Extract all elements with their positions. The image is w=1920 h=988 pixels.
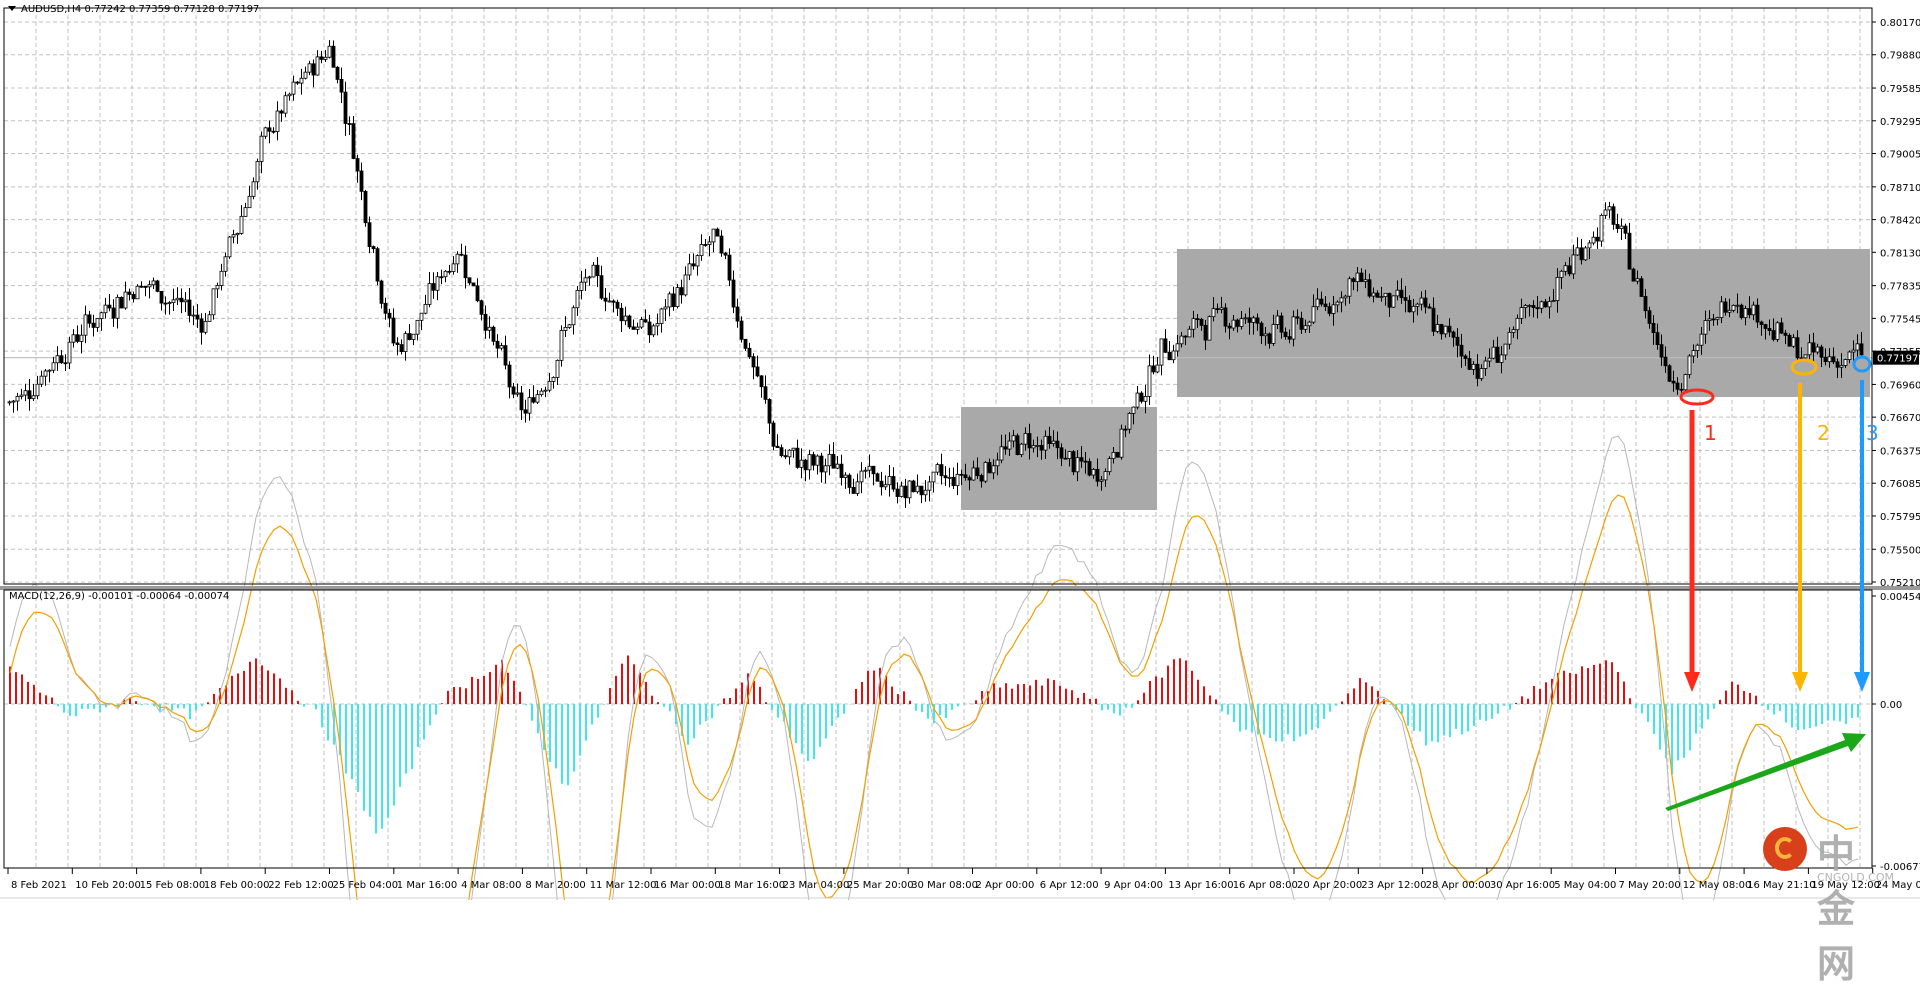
svg-text:20 Apr 20:00: 20 Apr 20:00	[1297, 880, 1362, 891]
svg-text:16 Mar 00:00: 16 Mar 00:00	[654, 880, 721, 891]
svg-text:5 May 04:00: 5 May 04:00	[1554, 880, 1616, 891]
svg-text:1 Mar 16:00: 1 Mar 16:00	[397, 880, 457, 891]
cngold-logo-icon	[1763, 827, 1807, 871]
svg-text:13 Apr 16:00: 13 Apr 16:00	[1168, 880, 1233, 891]
svg-text:0.75795: 0.75795	[1880, 512, 1920, 523]
svg-text:7 May 20:00: 7 May 20:00	[1619, 880, 1681, 891]
svg-text:0.00: 0.00	[1880, 700, 1902, 711]
svg-text:9 Apr 04:00: 9 Apr 04:00	[1104, 880, 1163, 891]
svg-text:0.77545: 0.77545	[1880, 314, 1920, 325]
svg-text:0.75500: 0.75500	[1880, 545, 1920, 556]
candlesticks	[7, 40, 1864, 508]
svg-text:0.79880: 0.79880	[1880, 51, 1920, 62]
svg-text:30 Mar 08:00: 30 Mar 08:00	[911, 880, 978, 891]
svg-text:4 Mar 08:00: 4 Mar 08:00	[461, 880, 521, 891]
svg-text:8 Mar 20:00: 8 Mar 20:00	[525, 880, 585, 891]
svg-text:15 Feb 08:00: 15 Feb 08:00	[140, 880, 206, 891]
symbol-ohlc-label: AUDUSD,H4 0.77242 0.77359 0.77128 0.7719…	[21, 4, 260, 15]
svg-text:24 May 00:00: 24 May 00:00	[1876, 880, 1920, 891]
svg-text:3: 3	[1866, 421, 1879, 445]
svg-text:0.80170: 0.80170	[1880, 18, 1920, 29]
svg-text:12 May 08:00: 12 May 08:00	[1683, 880, 1752, 891]
macd-indicator	[9, 435, 1859, 900]
svg-text:30 Apr 16:00: 30 Apr 16:00	[1490, 880, 1555, 891]
svg-text:23 Mar 04:00: 23 Mar 04:00	[783, 880, 850, 891]
chart-title: AUDUSD,H4 0.77242 0.77359 0.77128 0.7719…	[8, 4, 259, 15]
svg-text:0.76375: 0.76375	[1880, 446, 1920, 457]
price-axis: 0.80170 0.79880 0.79585 0.79295 0.79005 0.787…	[1872, 18, 1920, 873]
svg-text:11 Mar 12:00: 11 Mar 12:00	[590, 880, 657, 891]
dropdown-triangle-icon[interactable]	[8, 6, 16, 11]
svg-text:22 Feb 12:00: 22 Feb 12:00	[268, 880, 334, 891]
svg-text:18 Mar 16:00: 18 Mar 16:00	[718, 880, 785, 891]
svg-text:16 May 21:10: 16 May 21:10	[1747, 880, 1816, 891]
svg-text:28 Apr 00:00: 28 Apr 00:00	[1426, 880, 1491, 891]
svg-text:8 Feb 2021: 8 Feb 2021	[11, 880, 67, 891]
svg-text:0.79585: 0.79585	[1880, 84, 1920, 95]
svg-text:25 Mar 20:00: 25 Mar 20:00	[847, 880, 914, 891]
svg-text:0.75210: 0.75210	[1880, 578, 1920, 589]
svg-text:0.77835: 0.77835	[1880, 282, 1920, 293]
grid-lines	[4, 8, 1872, 868]
watermark-sub: CNGOLD.COM	[1817, 871, 1895, 884]
watermark-text: 中金网	[1817, 832, 1858, 986]
svg-text:2 Apr 00:00: 2 Apr 00:00	[976, 880, 1035, 891]
svg-text:0.00454: 0.00454	[1880, 592, 1920, 603]
svg-text:0.79005: 0.79005	[1880, 150, 1920, 161]
svg-text:6 Apr 12:00: 6 Apr 12:00	[1040, 880, 1099, 891]
svg-text:0.78710: 0.78710	[1880, 183, 1920, 194]
svg-text:19 May 12:00: 19 May 12:00	[1811, 880, 1880, 891]
annotations: 1 2 3	[1665, 355, 1879, 811]
svg-text:0.78130: 0.78130	[1880, 248, 1920, 259]
svg-text:2: 2	[1817, 421, 1830, 445]
svg-text:0.76085: 0.76085	[1880, 479, 1920, 490]
svg-text:23 Apr 12:00: 23 Apr 12:00	[1361, 880, 1426, 891]
chart-frame	[0, 7, 1920, 899]
svg-text:18 Feb 00:00: 18 Feb 00:00	[204, 880, 270, 891]
svg-text:1: 1	[1704, 421, 1717, 445]
svg-text:0.76960: 0.76960	[1880, 380, 1920, 391]
macd-title: MACD(12,26,9) -0.00101 -0.00064 -0.00074	[9, 591, 230, 602]
svg-text:-0.00677: -0.00677	[1880, 862, 1920, 873]
svg-text:0.76670: 0.76670	[1880, 413, 1920, 424]
svg-text:0.79295: 0.79295	[1880, 117, 1920, 128]
svg-text:25 Feb 04:00: 25 Feb 04:00	[333, 880, 399, 891]
svg-text:0.77197: 0.77197	[1877, 354, 1918, 365]
chart-canvas[interactable]: 0.80170 0.79880 0.79585 0.79295 0.79005 0.787…	[0, 0, 1920, 900]
svg-text:16 Apr 08:00: 16 Apr 08:00	[1233, 880, 1298, 891]
svg-text:10 Feb 20:00: 10 Feb 20:00	[75, 880, 141, 891]
svg-text:0.78420: 0.78420	[1880, 216, 1920, 227]
